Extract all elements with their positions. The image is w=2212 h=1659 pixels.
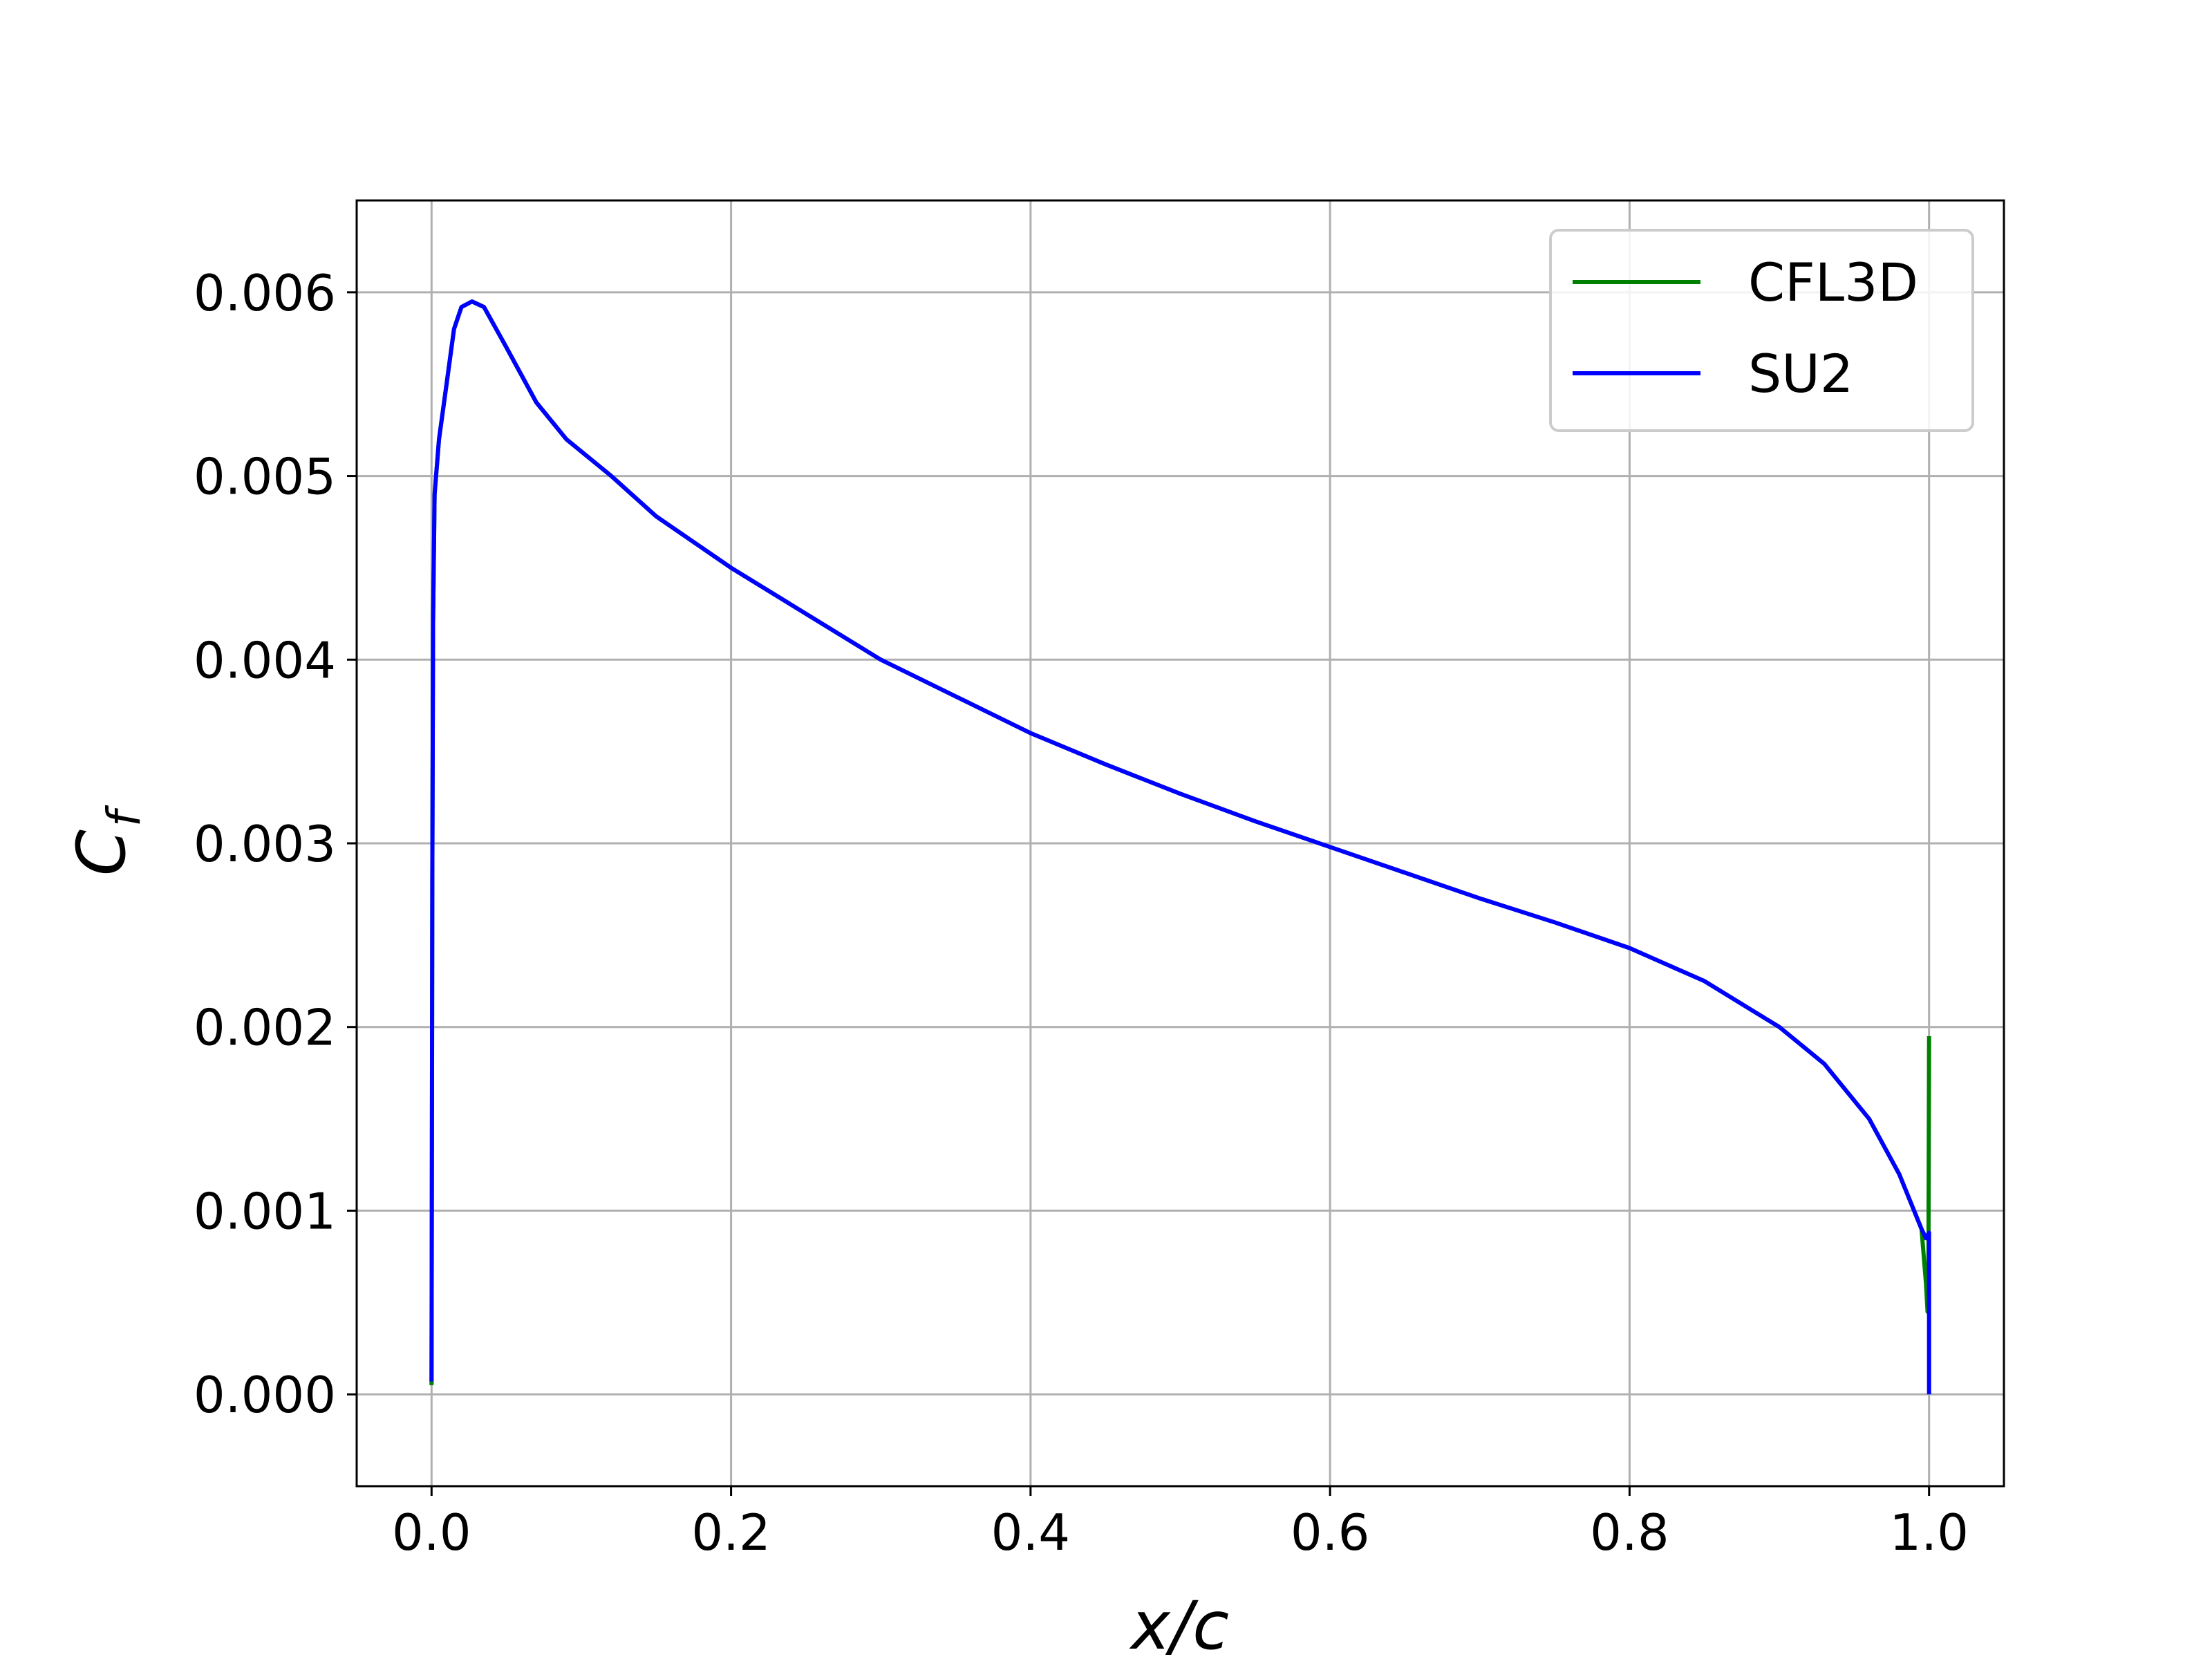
y-tick-label: 0.003	[194, 815, 336, 873]
x-tick-label: 0.0	[392, 1503, 471, 1562]
x-tick-label: 1.0	[1889, 1503, 1969, 1562]
series-line-su2	[429, 299, 1931, 1395]
x-axis-label: x/c	[1129, 1587, 1229, 1659]
y-tick-label: 0.000	[194, 1366, 336, 1424]
y-tick-label: 0.004	[194, 631, 336, 689]
y-tick-label: 0.002	[194, 999, 336, 1057]
x-axis: 0.0 0.2 0.4 0.6 0.8 1.0	[392, 1486, 1969, 1562]
x-tick-label: 0.2	[691, 1503, 771, 1562]
y-tick-label: 0.005	[194, 448, 336, 506]
y-tick-label: 0.006	[194, 264, 336, 322]
y-axis: 0.000 0.001 0.002 0.003 0.004 0.005 0.006	[194, 264, 357, 1424]
x-tick-label: 0.6	[1291, 1503, 1370, 1562]
x-tick-label: 0.8	[1590, 1503, 1669, 1562]
grid	[357, 200, 2004, 1486]
legend-label-su2: SU2	[1748, 343, 1853, 404]
y-tick-label: 0.001	[194, 1182, 336, 1240]
series-layer	[429, 299, 1931, 1395]
legend-label-cfl3d: CFL3D	[1748, 252, 1918, 313]
legend: CFL3D SU2	[1549, 229, 1974, 432]
x-tick-label: 0.4	[991, 1503, 1071, 1562]
